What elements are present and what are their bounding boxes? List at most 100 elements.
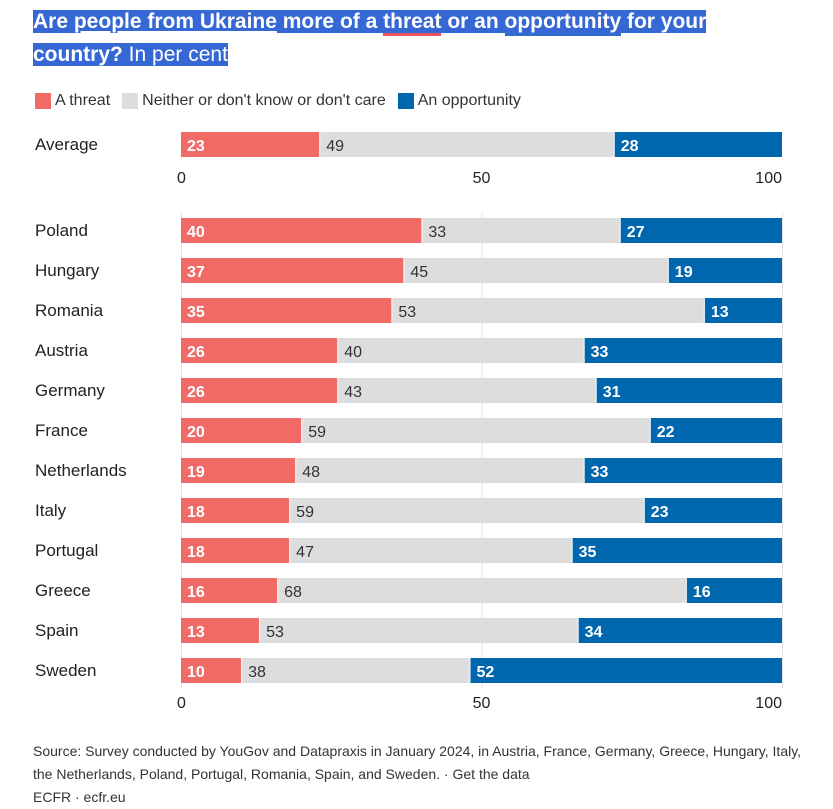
legend-item-opportunity: An opportunity	[397, 92, 521, 110]
data-label-opportunity-poland: 27	[627, 224, 645, 241]
legend: A threat Neither or don't know or don't …	[35, 92, 533, 110]
bar-opportunity-france	[650, 418, 782, 443]
category-label-poland: Poland	[35, 221, 88, 240]
bar-threat-germany	[181, 378, 338, 403]
data-label-threat-spain: 13	[187, 624, 205, 641]
data-label-neither-germany: 43	[344, 384, 362, 401]
bar-opportunity-hungary	[668, 258, 782, 283]
x-tick-bottom-0: 0	[177, 695, 186, 712]
data-label-threat-greece: 16	[187, 584, 205, 601]
title-part: or an	[441, 10, 505, 33]
bar-neither-hungary	[404, 258, 668, 283]
title-part: for your country?	[33, 10, 707, 66]
bar-opportunity-sweden	[470, 658, 782, 683]
bar-neither-france	[302, 418, 650, 443]
bar-opportunity-germany	[596, 378, 782, 403]
category-label-greece: Greece	[35, 581, 91, 600]
bar-neither-sweden	[242, 658, 470, 683]
bar-threat-spain	[181, 618, 260, 643]
title-part: Are	[33, 10, 74, 33]
x-tick-top-50: 50	[473, 170, 491, 187]
footer-credit: ECFR · ecfr.eu	[33, 789, 126, 805]
source-note: Source: Survey conducted by YouGov and D…	[33, 740, 813, 809]
data-label-opportunity-average: 28	[621, 138, 639, 155]
category-label-sweden: Sweden	[35, 661, 96, 680]
legend-label-opportunity: An opportunity	[417, 92, 521, 109]
bar-threat-romania	[181, 298, 392, 323]
data-label-neither-spain: 53	[266, 624, 284, 641]
data-label-threat-germany: 26	[187, 384, 205, 401]
data-label-neither-portugal: 47	[296, 544, 314, 561]
bar-threat-poland	[181, 218, 422, 243]
category-label-average: Average	[35, 135, 98, 154]
data-label-threat-sweden: 10	[187, 664, 205, 681]
category-label-romania: Romania	[35, 301, 104, 320]
bar-threat-hungary	[181, 258, 404, 283]
x-tick-top-0: 0	[177, 170, 186, 187]
title-threat-word: threat	[383, 10, 442, 36]
data-label-threat-france: 20	[187, 424, 205, 441]
category-label-italy: Italy	[35, 501, 67, 520]
bar-opportunity-spain	[578, 618, 782, 643]
source-text: Source: Survey conducted by YouGov and D…	[33, 743, 802, 782]
legend-label-neither: Neither or don't know or don't care	[142, 92, 386, 109]
category-label-netherlands: Netherlands	[35, 461, 127, 480]
bar-threat-sweden	[181, 658, 242, 683]
category-label-portugal: Portugal	[35, 541, 98, 560]
bar-opportunity-poland	[620, 218, 782, 243]
data-label-neither-sweden: 38	[248, 664, 266, 681]
category-label-germany: Germany	[35, 381, 105, 400]
data-label-threat-romania: 35	[187, 304, 205, 321]
title-part: more of a	[276, 10, 384, 33]
bar-neither-poland	[422, 218, 620, 243]
data-label-neither-average: 49	[326, 138, 344, 155]
data-label-opportunity-sweden: 52	[476, 664, 494, 681]
bar-threat-austria	[181, 338, 338, 363]
bar-opportunity-greece	[686, 578, 782, 603]
bar-opportunity-average	[614, 132, 782, 157]
data-label-threat-italy: 18	[187, 504, 205, 521]
data-label-opportunity-hungary: 19	[675, 264, 693, 281]
category-label-hungary: Hungary	[35, 261, 100, 280]
data-label-opportunity-romania: 13	[711, 304, 729, 321]
data-label-neither-france: 59	[308, 424, 326, 441]
bar-neither-greece	[278, 578, 686, 603]
legend-swatch-neither	[122, 93, 139, 109]
chart-title: Are people from Ukraine more of a threat…	[33, 5, 793, 71]
legend-item-threat: A threat	[35, 92, 110, 110]
data-label-opportunity-portugal: 35	[579, 544, 597, 561]
x-tick-top-100: 100	[755, 170, 782, 187]
data-label-neither-hungary: 45	[410, 264, 428, 281]
bar-neither-spain	[260, 618, 578, 643]
data-label-threat-portugal: 18	[187, 544, 205, 561]
data-label-opportunity-italy: 23	[651, 504, 669, 521]
bar-threat-greece	[181, 578, 278, 603]
bar-opportunity-romania	[704, 298, 782, 323]
bar-neither-average	[320, 132, 614, 157]
legend-swatch-threat	[35, 93, 51, 109]
bar-threat-france	[181, 418, 302, 443]
bar-threat-portugal	[181, 538, 290, 563]
data-label-opportunity-france: 22	[657, 424, 675, 441]
data-label-threat-netherlands: 19	[187, 464, 205, 481]
data-label-threat-poland: 40	[187, 224, 205, 241]
bar-neither-romania	[392, 298, 704, 323]
bar-neither-austria	[338, 338, 584, 363]
title-opportunity-word: opportunity	[504, 10, 622, 36]
category-label-spain: Spain	[35, 621, 78, 640]
x-tick-bottom-50: 50	[473, 695, 491, 712]
title-underlined-ukraine: people from Ukraine	[73, 10, 277, 33]
title-unit: In per cent	[122, 43, 228, 66]
bar-opportunity-portugal	[572, 538, 782, 563]
data-label-threat-average: 23	[187, 138, 205, 155]
get-data-link[interactable]: Get the data	[452, 766, 530, 782]
legend-label-threat: A threat	[55, 92, 111, 109]
data-label-opportunity-austria: 33	[591, 344, 609, 361]
data-label-neither-poland: 33	[428, 224, 446, 241]
data-label-threat-hungary: 37	[187, 264, 205, 281]
category-label-austria: Austria	[35, 341, 88, 360]
data-label-opportunity-spain: 34	[585, 624, 603, 641]
data-label-neither-greece: 68	[284, 584, 302, 601]
bar-neither-netherlands	[296, 458, 584, 483]
